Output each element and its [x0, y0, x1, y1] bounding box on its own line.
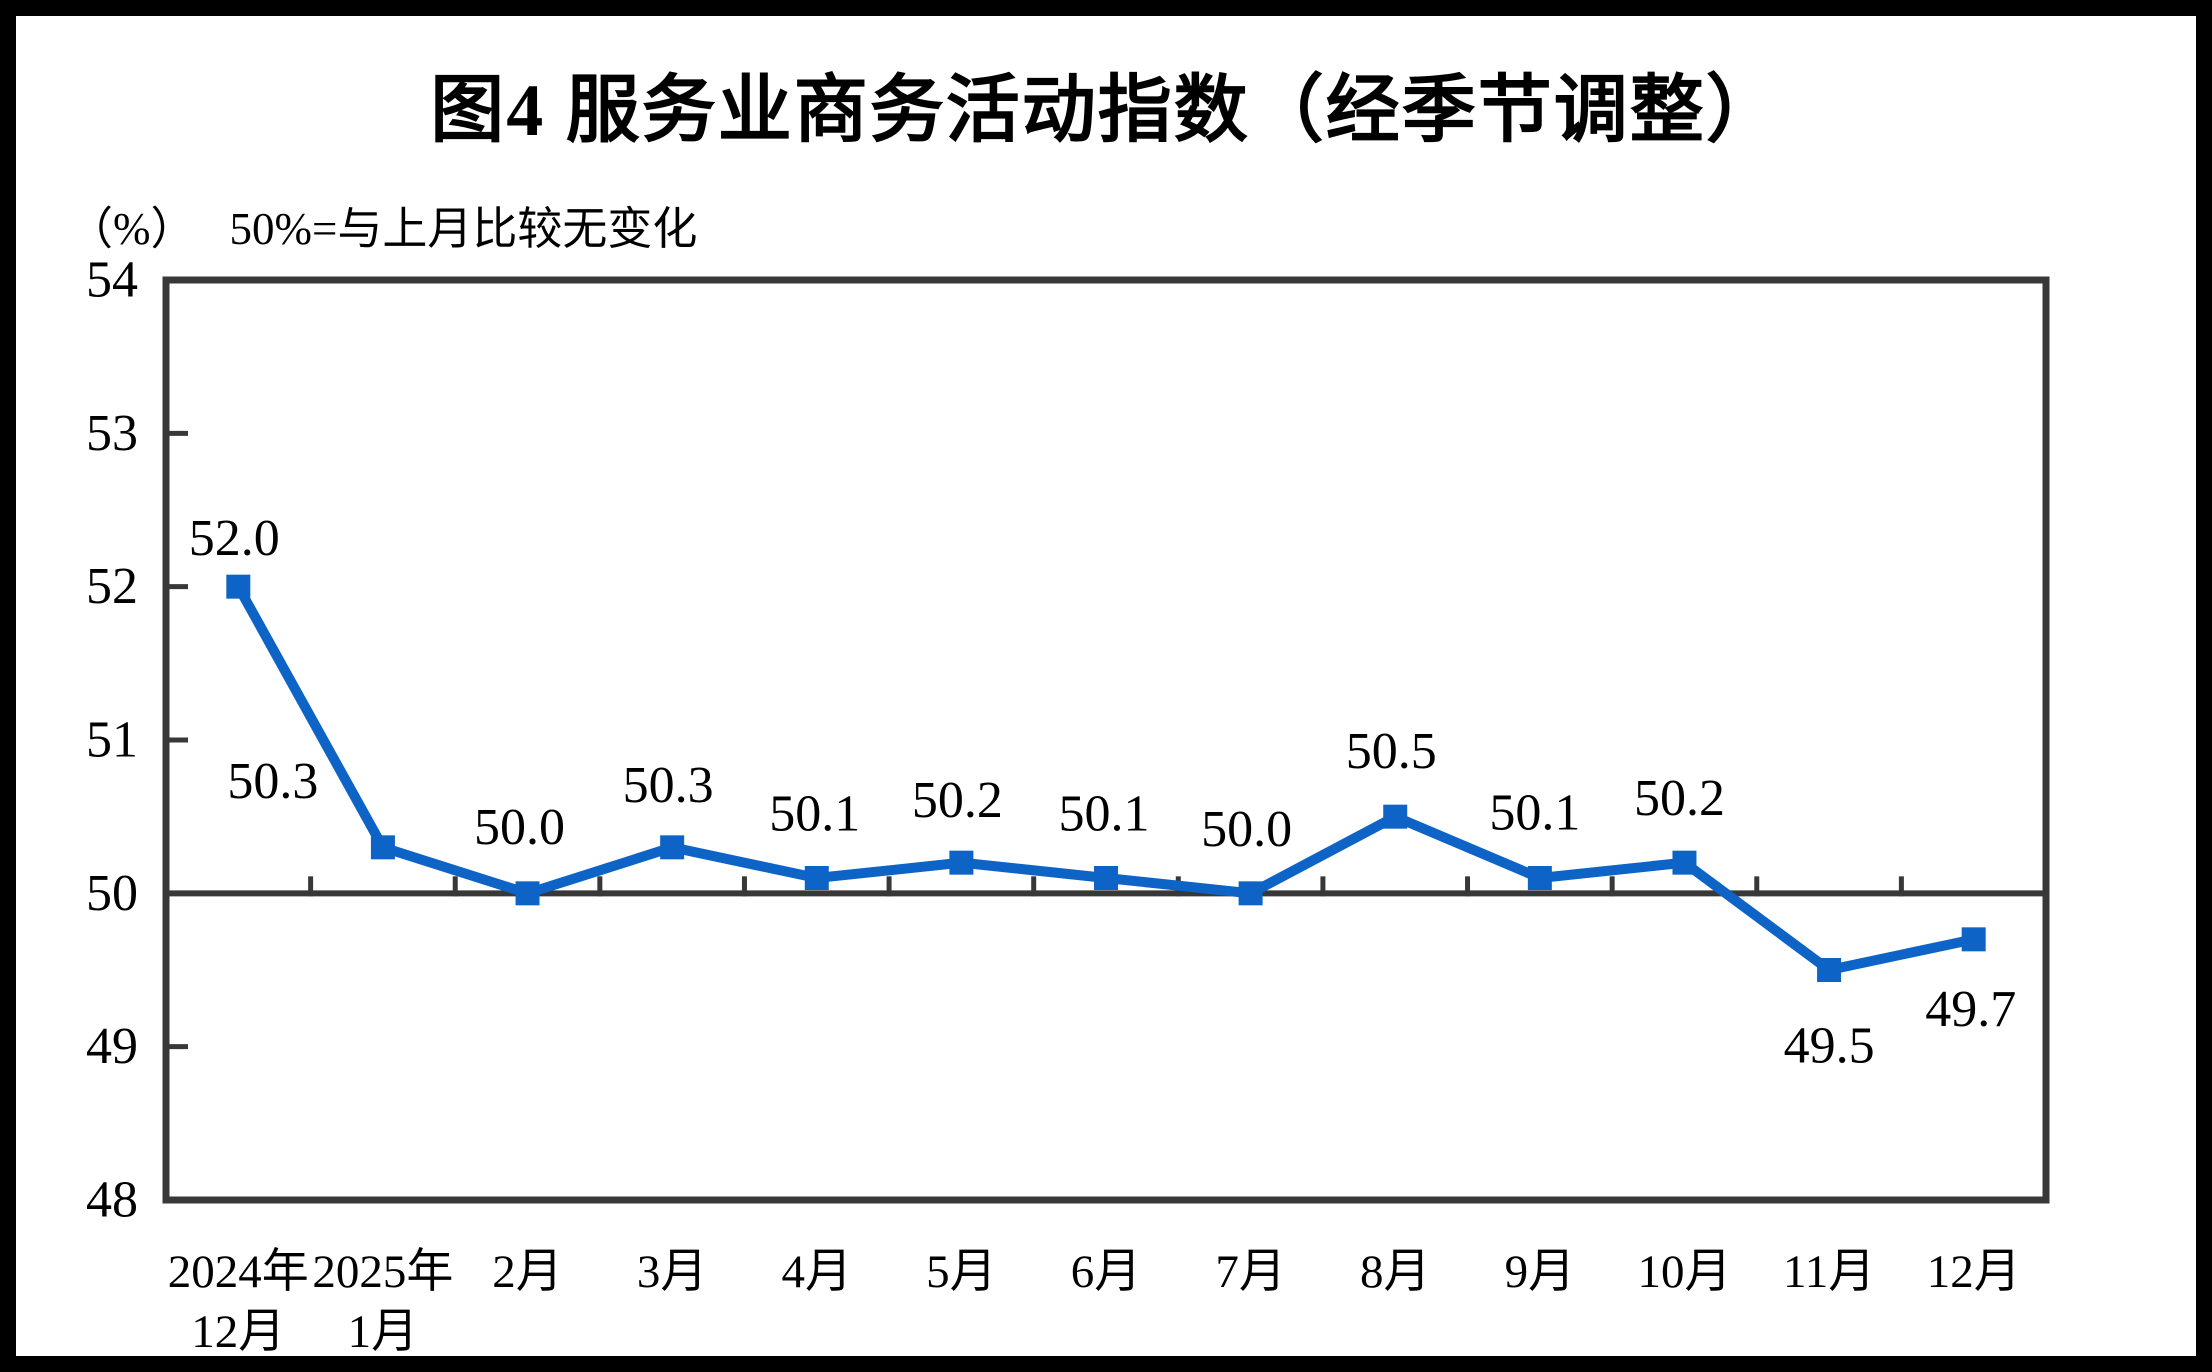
x-axis-label: 5月	[926, 1246, 997, 1298]
x-axis-label: 3月	[637, 1246, 708, 1298]
chart-subtitle: （%） 50%=与上月比较无变化	[68, 192, 697, 257]
data-point-marker	[1672, 850, 1697, 875]
data-point-label: 52.0	[189, 510, 280, 567]
data-point-marker	[804, 866, 829, 890]
data-point-label: 50.2	[1634, 770, 1725, 827]
x-axis-label: 2月	[492, 1246, 563, 1298]
x-axis-label: 2025年	[312, 1246, 453, 1298]
baseline-note: 50%=与上月比较无变化	[229, 204, 698, 254]
y-axis-tick-label: 52	[86, 558, 138, 615]
x-axis-label: 6月	[1071, 1246, 1142, 1298]
y-axis-tick-label: 54	[86, 252, 138, 309]
data-point-label: 50.2	[912, 772, 1003, 829]
y-axis-tick-label: 49	[86, 1018, 138, 1075]
data-point-marker	[1817, 958, 1842, 982]
data-point-marker	[660, 835, 685, 860]
y-axis-unit-label: （%）	[68, 204, 196, 254]
data-point-marker	[1527, 866, 1552, 890]
x-axis-label: 12月	[191, 1306, 285, 1356]
data-point-label: 49.7	[1925, 981, 2016, 1038]
x-axis-label: 2024年	[168, 1246, 309, 1298]
y-axis-tick-label: 50	[86, 865, 138, 922]
x-axis-label: 9月	[1505, 1246, 1576, 1298]
data-point-label: 50.0	[1201, 801, 1292, 858]
y-axis-tick-label: 53	[86, 405, 138, 462]
x-axis-label: 4月	[782, 1246, 853, 1298]
data-point-marker	[226, 574, 251, 599]
x-axis-label: 11月	[1783, 1246, 1875, 1298]
plot-frame	[162, 276, 2050, 1204]
data-point-marker	[370, 835, 395, 860]
data-point-marker	[515, 881, 540, 906]
data-point-label: 49.5	[1784, 1018, 1875, 1075]
data-point-marker	[1094, 866, 1118, 890]
y-axis-tick-label: 51	[86, 712, 138, 769]
data-point-marker	[1383, 804, 1408, 829]
data-point-label: 50.3	[623, 757, 714, 814]
data-point-label: 50.0	[474, 799, 565, 856]
y-axis-tick-label: 48	[86, 1172, 138, 1229]
data-point-label: 50.1	[1489, 785, 1580, 842]
x-axis-label: 7月	[1215, 1246, 1286, 1298]
data-point-label: 50.3	[227, 753, 318, 810]
data-point-marker	[949, 850, 974, 875]
x-axis-label: 8月	[1360, 1246, 1431, 1298]
x-axis-label: 10月	[1637, 1246, 1731, 1298]
data-point-label: 50.5	[1346, 723, 1437, 780]
data-point-label: 50.1	[1059, 786, 1150, 843]
data-point-marker	[1238, 881, 1263, 906]
line-chart: 48 49 50 51 52 53 54 2024年 12月 2025年 1月 2月 3月 4月 5月 6月 7…	[86, 252, 2050, 1356]
data-point-label: 50.1	[769, 786, 860, 843]
data-point-marker	[1961, 927, 1986, 952]
x-axis-label: 1月	[348, 1306, 419, 1356]
x-axis-label: 12月	[1927, 1246, 2021, 1298]
chart-title: 图4 服务业商务活动指数（经季节调整）	[430, 70, 1782, 152]
